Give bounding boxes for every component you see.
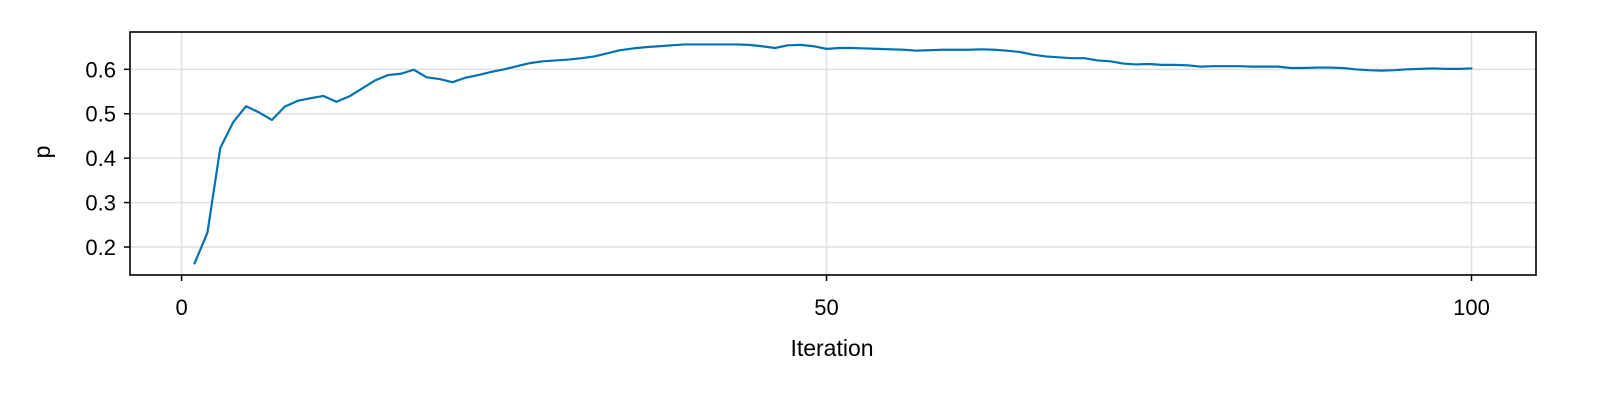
plot-frame-layer	[129, 31, 1537, 276]
plot-frame	[129, 31, 1537, 276]
series-layer	[193, 43, 1473, 265]
grid-layer	[130, 32, 1536, 275]
series-line	[193, 43, 1473, 265]
y-tick-label: 0.5	[85, 102, 116, 127]
x-tick-label: 50	[814, 295, 838, 320]
ticks-layer: 0 50 100 0.2 0.3 0.4 0.5 0.6	[85, 57, 1489, 320]
y-axis-title: p	[29, 146, 55, 159]
y-tick-label: 0.2	[85, 235, 116, 260]
y-tick-label: 0.6	[85, 57, 116, 82]
x-tick-label: 100	[1453, 295, 1490, 320]
y-tick-label: 0.4	[85, 146, 116, 171]
y-tick-label: 0.3	[85, 191, 116, 216]
x-tick-label: 0	[175, 295, 187, 320]
x-axis-title: Iteration	[790, 335, 873, 361]
